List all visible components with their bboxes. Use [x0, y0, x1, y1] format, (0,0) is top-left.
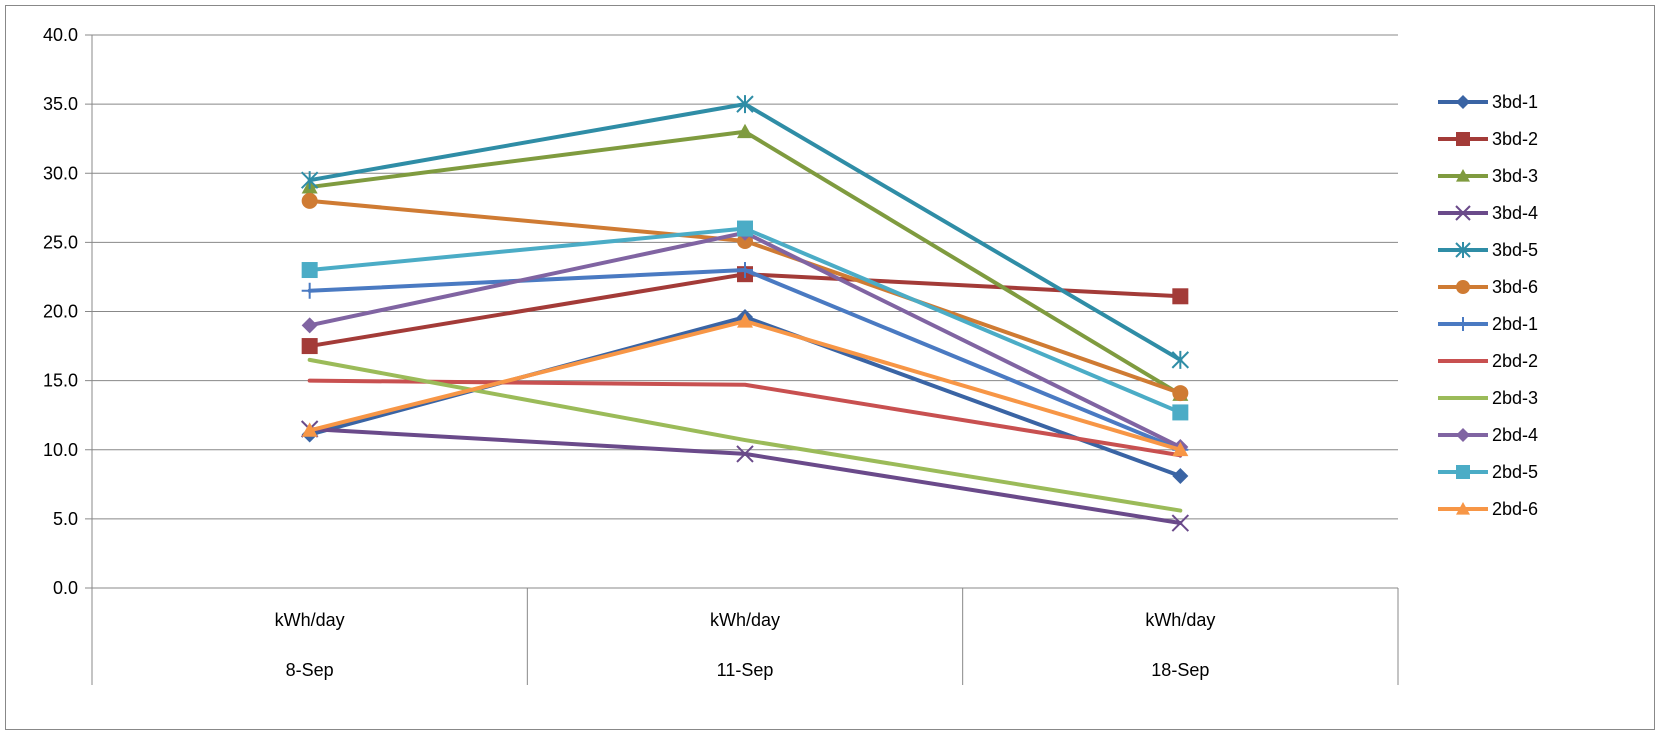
legend-marker [1456, 169, 1470, 182]
legend-item-2bd-2: 2bd-2 [1438, 351, 1538, 371]
y-tick-label: 25.0 [43, 232, 78, 252]
legend-marker-stroke [1455, 205, 1471, 221]
series-2bd-6 [301, 313, 1189, 457]
legend-item-2bd-3: 2bd-3 [1438, 388, 1538, 408]
data-point-3bd-4-stroke [736, 445, 754, 463]
legend-item-3bd-5: 3bd-5 [1438, 240, 1538, 260]
legend-label: 2bd-2 [1492, 351, 1538, 371]
legend-item-2bd-5: 2bd-5 [1438, 462, 1538, 482]
legend-marker [1456, 280, 1470, 294]
data-point-3bd-6 [1172, 385, 1189, 402]
legend-item-3bd-1: 3bd-1 [1438, 92, 1538, 112]
y-tick-label: 10.0 [43, 440, 78, 460]
y-tick-label: 5.0 [53, 509, 78, 529]
chart-border [5, 5, 1655, 730]
legend-item-3bd-4: 3bd-4 [1438, 203, 1538, 223]
legend-label: 2bd-6 [1492, 499, 1538, 519]
series-layer [300, 95, 1190, 532]
legend-item-3bd-2: 3bd-2 [1438, 129, 1538, 149]
series-3bd-6 [301, 192, 1189, 402]
legend-label: 3bd-2 [1492, 129, 1538, 149]
data-point-2bd-5 [301, 262, 318, 279]
legend-label: 2bd-3 [1492, 388, 1538, 408]
y-tick-label: 20.0 [43, 302, 78, 322]
x-group-label: 18-Sep [1151, 660, 1209, 680]
legend-marker [1456, 465, 1470, 479]
series-line-2bd-3 [307, 357, 1183, 513]
axis-layer: 0.0 5.0 10.0 15.0 20.0 25.0 30.0 35.0 40.0 kWh/da… [43, 25, 1399, 685]
data-point-2bd-4 [301, 317, 318, 334]
legend-marker [1455, 205, 1471, 221]
data-point-2bd-5 [737, 220, 753, 237]
legend-item-2bd-4: 2bd-4 [1438, 425, 1538, 445]
legend-marker [1456, 317, 1470, 331]
y-tick-label: 15.0 [43, 371, 78, 391]
y-tick-label: 30.0 [43, 163, 78, 183]
data-point-3bd-2 [301, 338, 318, 355]
legend-label: 2bd-1 [1492, 314, 1538, 334]
legend-marker [1456, 428, 1470, 442]
data-point-3bd-5 [300, 171, 319, 190]
data-point-3bd-5 [736, 95, 754, 114]
legend-label: 2bd-5 [1492, 462, 1538, 482]
series-2bd-3 [307, 357, 1183, 513]
series-2bd-5 [301, 220, 1189, 421]
data-point-2bd-6 [1172, 441, 1189, 457]
legend-label: 2bd-4 [1492, 425, 1538, 445]
data-point-3bd-1 [1172, 468, 1189, 485]
data-point-3bd-3 [737, 123, 753, 139]
legend: 3bd-1 3bd-2 3bd-3 3bd-4 3bd-5 3bd-6 2bd-1 2bd-2… [1438, 92, 1538, 519]
series-3bd-4 [300, 420, 1190, 532]
data-point-2bd-1 [737, 262, 753, 279]
x-group-label: 8-Sep [286, 660, 334, 680]
legend-item-2bd-6: 2bd-6 [1438, 499, 1538, 519]
legend-label: 3bd-6 [1492, 277, 1538, 297]
data-point-3bd-5 [1171, 350, 1190, 369]
data-point-2bd-5 [1172, 404, 1189, 421]
legend-marker [1456, 502, 1470, 515]
y-tick-label: 0.0 [53, 578, 78, 598]
legend-label: 3bd-3 [1492, 166, 1538, 186]
series-2bd-2 [307, 378, 1183, 458]
legend-item-3bd-6: 3bd-6 [1438, 277, 1538, 297]
data-point-3bd-6 [737, 232, 753, 249]
x-tick-label: kWh/day [275, 610, 345, 630]
series-line-2bd-2 [307, 378, 1183, 458]
y-tick-label: 35.0 [43, 94, 78, 114]
legend-item-3bd-3: 3bd-3 [1438, 166, 1538, 186]
data-point-3bd-4 [1171, 514, 1190, 532]
legend-marker [1456, 95, 1470, 109]
data-point-3bd-2 [1172, 288, 1189, 305]
x-tick-label: kWh/day [710, 610, 780, 630]
series-3bd-5 [300, 95, 1190, 369]
legend-label: 3bd-4 [1492, 203, 1538, 223]
data-point-3bd-6 [301, 192, 318, 209]
x-tick-label: kWh/day [1145, 610, 1215, 630]
data-point-2bd-1 [301, 282, 318, 299]
y-tick-label: 40.0 [43, 25, 78, 45]
legend-item-2bd-1: 2bd-1 [1438, 314, 1538, 334]
x-group-label: 11-Sep [717, 660, 774, 680]
legend-marker [1455, 242, 1471, 258]
data-point-2bd-6 [301, 422, 318, 437]
legend-label: 3bd-1 [1492, 92, 1538, 112]
data-point-3bd-4-stroke [1171, 514, 1190, 532]
data-point-3bd-4 [736, 445, 754, 463]
data-point-2bd-6 [737, 313, 753, 328]
legend-marker [1456, 132, 1470, 146]
legend-label: 3bd-5 [1492, 240, 1538, 260]
